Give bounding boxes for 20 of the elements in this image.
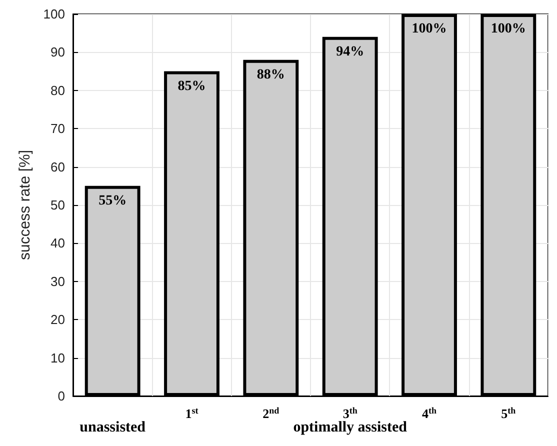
y-tick-label: 100 (43, 6, 65, 22)
data-label: 85% (178, 78, 206, 94)
y-tick-label: 10 (50, 350, 65, 366)
data-label: 100% (412, 22, 447, 36)
y-axis-title: success rate [%] (16, 150, 34, 260)
y-tick-label: 90 (50, 44, 65, 60)
y-tick-label: 20 (50, 312, 65, 328)
y-tick-label: 30 (50, 274, 65, 289)
y-tick-label: 50 (50, 198, 65, 212)
text: unassisted (80, 420, 146, 436)
y-tick-label: 70 (50, 121, 65, 136)
y-tick-label: 40 (50, 236, 65, 251)
y-tick-label: 80 (50, 82, 65, 98)
data-label: 100% (490, 22, 526, 36)
data-label: 94% (336, 44, 364, 60)
y-tick-label: 0 (58, 388, 65, 404)
data-label: 55% (98, 193, 127, 208)
y-tick-label: 60 (50, 159, 65, 174)
data-label: 88% (256, 67, 285, 82)
text: optimally assisted (293, 420, 408, 436)
